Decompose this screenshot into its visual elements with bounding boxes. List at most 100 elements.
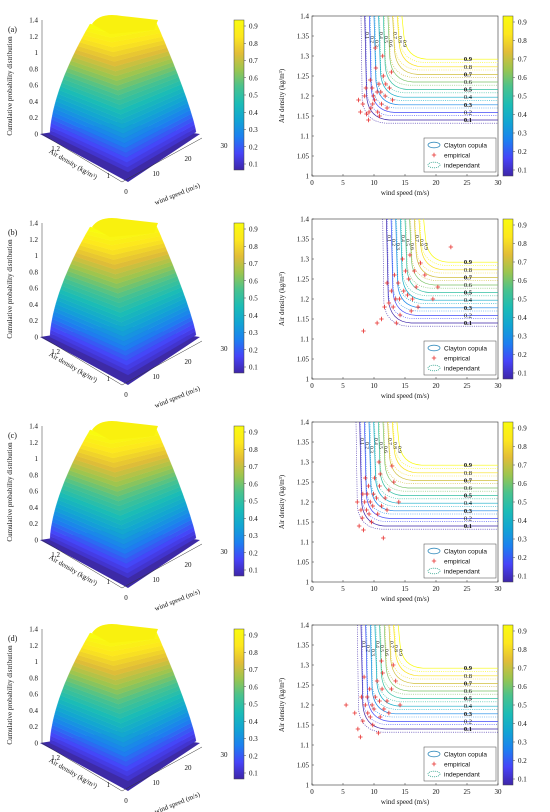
- x-tick-label: 10: [371, 585, 379, 593]
- legend-empirical-swatch: [431, 558, 437, 564]
- surface-colorbar-tick-label: 0.9: [249, 23, 258, 31]
- contour-colorbar-tick-label: 0.5: [518, 499, 527, 507]
- empirical-point: [355, 499, 360, 505]
- z-tick-label: 1.2: [29, 439, 38, 447]
- rho-axis: [41, 539, 123, 589]
- independent-contour-line: [388, 421, 498, 477]
- empirical-point: [375, 109, 380, 115]
- x-tick-label: 15: [402, 179, 410, 187]
- empirical-point: [387, 85, 392, 91]
- empirical-point: [378, 89, 384, 95]
- contour-colorbar-tick-label: 0.9: [518, 425, 527, 433]
- y-tick-label: 1.1: [300, 539, 309, 547]
- z-tick-label: 0.8: [29, 674, 38, 682]
- empirical-point: [375, 511, 380, 517]
- v-tick-label: 30: [221, 751, 229, 759]
- surface-colorbar-tick-label: 0.8: [249, 40, 258, 48]
- empirical-point: [407, 252, 413, 258]
- v-tick-label: 10: [153, 373, 161, 381]
- empirical-point: [368, 77, 373, 83]
- legend-copula-swatch: [427, 344, 441, 352]
- surface-colorbar-tick-label: 0.4: [249, 718, 258, 726]
- contour-top-label: 0.6: [383, 649, 389, 656]
- copula-contour-line: [386, 218, 498, 324]
- empirical-point: [412, 268, 417, 274]
- y-tick-label: 1.4: [300, 622, 309, 630]
- empirical-point: [372, 475, 377, 481]
- x-tick-label: 10: [371, 179, 379, 187]
- contour-colorbar-tick-label: 0.1: [518, 370, 527, 378]
- surface-colorbar-tick-label: 0.6: [249, 683, 258, 691]
- y-tick-label: 1: [306, 376, 310, 384]
- empirical-point: [377, 113, 382, 119]
- empirical-point: [389, 686, 394, 692]
- contour-colorbar-tick-label: 0.1: [518, 776, 527, 784]
- v-tick-label: 10: [153, 170, 161, 178]
- contour-top-label: 0.1: [360, 641, 366, 648]
- x-tick-label: 5: [341, 382, 345, 390]
- empirical-point: [369, 519, 374, 525]
- z-tick-label: 1: [35, 658, 39, 666]
- z-tick-label: 0.2: [29, 317, 38, 325]
- panel-row-4: (d)00.20.40.60.811.21.411.20102030Cumula…: [6, 622, 527, 812]
- panel-row-1: (a)00.20.40.60.811.21.411.20102030Cumula…: [6, 13, 527, 207]
- y-tick-label: 1.25: [297, 682, 310, 690]
- v-tick-label: 0: [124, 188, 128, 196]
- y-tick-label: 1.15: [297, 519, 310, 527]
- empirical-point: [366, 511, 372, 517]
- empirical-point: [410, 296, 415, 302]
- empirical-point: [386, 710, 392, 716]
- x-tick-label: 25: [464, 179, 472, 187]
- copula-contour-line: [391, 421, 498, 474]
- contour-colorbar-bar: [502, 218, 514, 380]
- y-tick-label: 1.05: [297, 762, 310, 770]
- empirical-point: [366, 483, 371, 489]
- contour-top-label: 0.4: [399, 235, 405, 242]
- contour-top-label: 0.8: [418, 239, 424, 246]
- surface-colorbar-tick-label: 0.6: [249, 277, 258, 285]
- empirical-point: [374, 495, 379, 501]
- contour-plot: 0 5 10 15 20 25 30 1 1.05 1.1 1.15 1.2 1.25 1.3 1.35 1.…: [278, 622, 502, 807]
- empirical-point: [355, 726, 361, 732]
- v-axis-label: wind speed (m/s): [153, 384, 201, 410]
- contour-top-label: 0.6: [387, 40, 393, 47]
- surface-plot: (b) 0 0.2 0.4 0.6 0.8 1 1.2 1.4 1 1.2 0 10 20 30 Cumula…: [6, 218, 228, 410]
- copula-contour-line: [404, 218, 498, 293]
- copula-contour-line: [369, 624, 498, 715]
- legend-empirical-swatch: [431, 152, 437, 158]
- contour-level-label: 0.6: [464, 688, 473, 695]
- legend-copula-label: Clayton copula: [444, 346, 487, 353]
- x-tick-label: 5: [341, 585, 345, 593]
- copula-contour-line: [369, 15, 498, 113]
- contour-colorbar-tick-label: 0.9: [518, 19, 527, 27]
- contour-level-label: 0.9: [464, 56, 473, 63]
- panel-label: (d): [8, 634, 18, 643]
- v-axis: [121, 137, 203, 183]
- z-tick-label: 0.4: [29, 301, 38, 309]
- surface-colorbar-tick-label: 0.1: [249, 364, 258, 372]
- empirical-point: [401, 288, 406, 294]
- empirical-point: [395, 280, 401, 286]
- independent-contour-line: [370, 15, 498, 109]
- surface-colorbar-tick-label: 0.8: [249, 243, 258, 251]
- surface-colorbar: 0.1 0.2 0.3 0.4 0.5 0.6 0.7 0.8 0.9: [233, 19, 258, 171]
- contour-colorbar-tick-label: 0.7: [518, 665, 527, 673]
- contour-level-label: 0.3: [464, 508, 473, 515]
- legend: Clayton copula empirical independant: [423, 340, 497, 376]
- contour-level-label: 0.3: [464, 102, 473, 109]
- x-tick-label: 25: [464, 585, 472, 593]
- contour-colorbar-tick-label: 0.9: [518, 222, 527, 230]
- surface-colorbar-bar: [233, 222, 245, 374]
- empirical-point: [376, 730, 381, 736]
- independent-contour-line: [374, 15, 498, 101]
- empirical-point: [365, 710, 370, 716]
- z-tick-label: 1: [35, 252, 39, 260]
- contour-top-label: 0.3: [395, 243, 401, 250]
- x-tick-label: 30: [495, 585, 503, 593]
- empirical-point: [366, 109, 372, 115]
- surface-colorbar-tick-label: 0.6: [249, 480, 258, 488]
- contour-colorbar-tick-label: 0.2: [518, 554, 527, 562]
- empirical-point: [384, 280, 390, 286]
- empirical-point: [358, 507, 364, 513]
